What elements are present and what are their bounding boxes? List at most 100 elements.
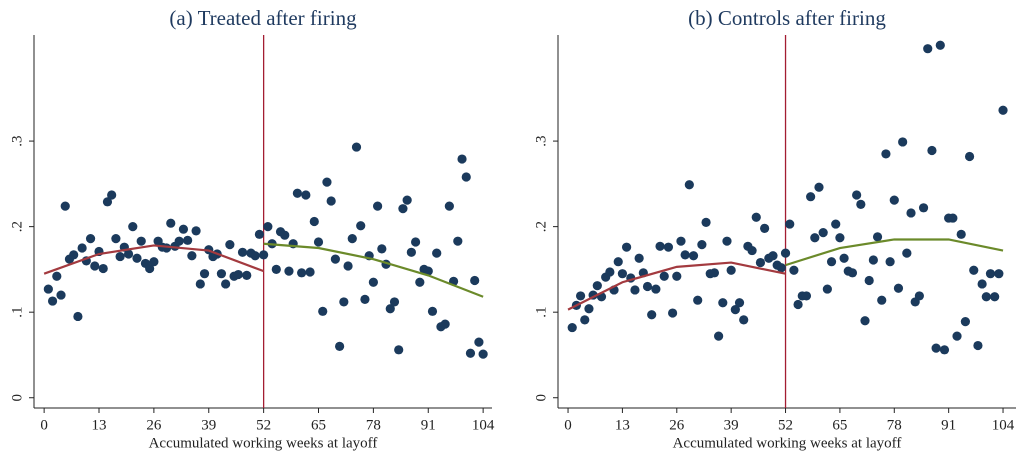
point <box>868 255 878 265</box>
point <box>406 247 416 257</box>
y-tick-label: .3 <box>533 135 549 146</box>
point <box>680 250 690 260</box>
point <box>356 221 366 231</box>
point <box>149 257 159 267</box>
point <box>221 279 231 289</box>
point <box>373 201 383 211</box>
point <box>902 248 912 258</box>
point <box>347 234 357 244</box>
point <box>793 299 803 310</box>
point <box>343 261 353 271</box>
point <box>567 322 577 333</box>
point <box>668 308 678 318</box>
point <box>115 251 125 262</box>
point <box>709 268 720 278</box>
point <box>647 310 657 320</box>
x-axis-label: Accumulated working weeks at layoff <box>673 435 902 451</box>
x-tick-label: 91 <box>941 417 956 433</box>
point <box>254 229 265 239</box>
point <box>259 250 269 260</box>
point <box>592 281 602 291</box>
x-tick-label: 104 <box>472 417 495 433</box>
point <box>776 263 786 273</box>
point <box>90 261 100 271</box>
point <box>305 267 315 277</box>
x-tick-label: 0 <box>564 417 572 433</box>
y-tick-label: .1 <box>533 307 549 318</box>
point <box>914 291 924 301</box>
point <box>617 269 628 279</box>
point <box>684 180 694 190</box>
point <box>199 269 210 279</box>
point <box>931 343 941 353</box>
point <box>651 284 661 294</box>
point <box>43 284 53 294</box>
point <box>52 271 62 281</box>
point <box>123 249 134 259</box>
point <box>584 304 594 314</box>
point <box>195 279 205 289</box>
panel-title: (a) Treated after firing <box>169 6 357 30</box>
fit-line <box>567 261 786 311</box>
point <box>621 242 632 252</box>
point <box>465 348 476 358</box>
point <box>768 251 778 261</box>
panel: (b) Controls after firing Accumulated wor… <box>533 6 1016 451</box>
x-tick-label: 65 <box>832 417 847 433</box>
point <box>697 239 707 250</box>
x-tick-label: 39 <box>724 417 739 433</box>
point <box>856 199 866 209</box>
x-tick-label: 13 <box>615 417 630 433</box>
point <box>810 233 820 243</box>
point <box>297 268 307 278</box>
point <box>263 222 273 232</box>
point <box>688 251 699 261</box>
point <box>444 201 454 211</box>
x-tick-label: 52 <box>256 417 271 433</box>
point <box>309 216 319 227</box>
point <box>780 248 791 258</box>
point <box>747 245 757 256</box>
point <box>575 291 586 301</box>
point <box>969 265 979 275</box>
point <box>672 271 682 281</box>
point <box>47 296 58 306</box>
panel: (a) Treated after firing Accumulated work… <box>9 6 494 452</box>
point <box>956 229 966 239</box>
point <box>948 213 958 223</box>
point <box>132 253 142 263</box>
point <box>107 190 117 200</box>
y-tick-label: .2 <box>533 221 549 232</box>
point <box>237 247 248 257</box>
point <box>271 264 281 275</box>
point <box>440 319 450 329</box>
point <box>927 145 937 156</box>
point <box>398 204 408 214</box>
point <box>663 242 674 252</box>
point <box>453 236 463 246</box>
point <box>952 331 962 341</box>
point <box>730 305 740 315</box>
point <box>292 188 303 198</box>
point <box>423 266 433 276</box>
point <box>659 271 669 281</box>
point <box>415 277 425 287</box>
point <box>964 151 975 162</box>
point <box>973 340 983 351</box>
x-tick-label: 78 <box>366 417 381 433</box>
point <box>630 285 640 295</box>
point <box>580 315 590 325</box>
x-tick-label: 65 <box>311 417 326 433</box>
point <box>470 275 480 286</box>
point <box>183 235 193 245</box>
point <box>864 275 874 286</box>
point <box>734 298 745 308</box>
point <box>693 295 703 305</box>
point <box>889 195 899 205</box>
point <box>852 190 862 200</box>
point <box>216 269 227 279</box>
point <box>785 219 795 229</box>
point <box>655 241 665 251</box>
point <box>801 291 812 301</box>
y-tick-label: .1 <box>9 307 25 318</box>
